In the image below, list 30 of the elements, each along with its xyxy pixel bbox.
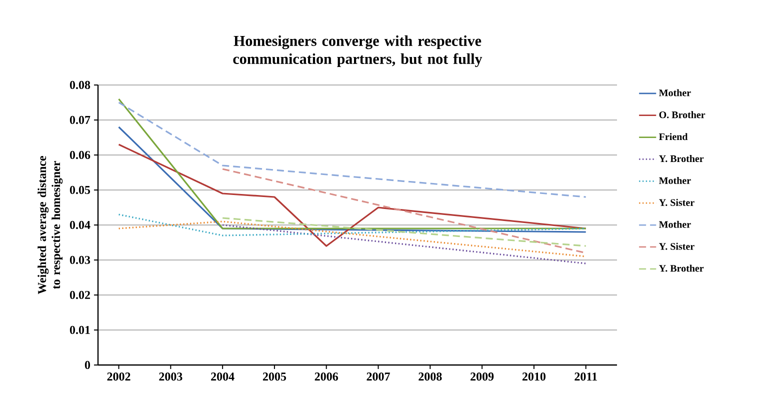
legend-label: Mother [659, 176, 691, 184]
y-tick-label: 0.07 [70, 116, 90, 124]
x-tick-label: 2003 [159, 372, 182, 381]
legend-label: Y. Brother [659, 264, 704, 272]
y-tick-label: 0 [84, 360, 90, 370]
x-tick-label: 2002 [107, 372, 130, 381]
legend-label: Mother [659, 89, 691, 96]
legend-label: Y. Brother [659, 155, 704, 162]
x-tick-label: 2006 [314, 372, 338, 381]
y-tick-label: 0.08 [70, 80, 90, 90]
legend-label: O. Brother [659, 111, 706, 118]
x-tick-label: 2004 [211, 372, 234, 381]
x-tick-label: 2008 [418, 372, 442, 381]
y-tick-label: 0.05 [70, 186, 90, 194]
legend-label: Y. Sister [659, 242, 694, 250]
x-tick-label: 2010 [522, 372, 546, 381]
y-axis-title: Weighted average distance to respective homesigner [38, 156, 63, 294]
x-tick-label: 2007 [366, 372, 390, 381]
legend-label: Friend [659, 133, 688, 140]
chart-title: Homesigners converge with respective communication partners, but not fully [233, 35, 482, 68]
legend-label: Y. Sister [659, 198, 694, 206]
legend-label: Mother [659, 220, 691, 228]
y-tick-label: 0.06 [70, 150, 90, 160]
x-tick-label: 2005 [262, 372, 286, 381]
x-tick-label: 2011 [574, 372, 597, 381]
y-tick-label: 0.04 [70, 220, 90, 230]
y-tick-label: 0.03 [70, 256, 90, 264]
y-tick-label: 0.01 [70, 326, 90, 334]
x-tick-label: 2009 [470, 372, 494, 381]
y-tick-label: 0.02 [70, 290, 90, 300]
